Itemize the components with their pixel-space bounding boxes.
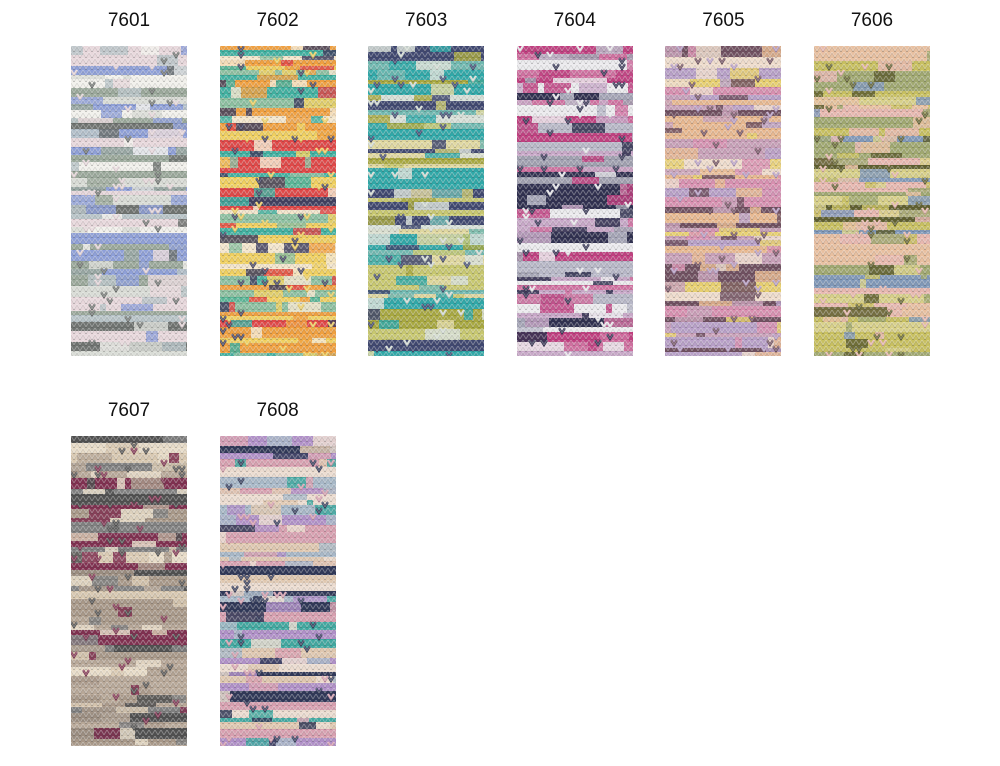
swatch-label: 7606 [850,10,894,31]
swatch-label: 7605 [702,10,745,31]
swatch-label: 7608 [256,400,299,421]
knit-texture [368,46,485,356]
knit-texture [516,46,633,356]
knit-texture [219,436,336,746]
swatch-label: 7604 [553,10,596,31]
yarn-swatch [71,436,187,746]
yarn-swatch [368,46,485,356]
yarn-swatch [219,46,336,356]
yarn-swatch [71,46,187,356]
yarn-swatch [665,46,782,356]
swatch-label: 7607 [107,400,151,421]
swatch-label: 7601 [107,10,151,31]
yarn-swatch [516,46,633,356]
swatch-label: 7603 [405,10,448,31]
swatch-label: 7602 [256,10,299,31]
knit-texture [814,46,930,356]
knit-texture [665,46,782,356]
knit-texture [71,46,187,356]
yarn-swatch [814,46,930,356]
yarn-swatch [219,436,336,746]
knit-texture [219,46,336,356]
knit-texture [71,436,187,746]
